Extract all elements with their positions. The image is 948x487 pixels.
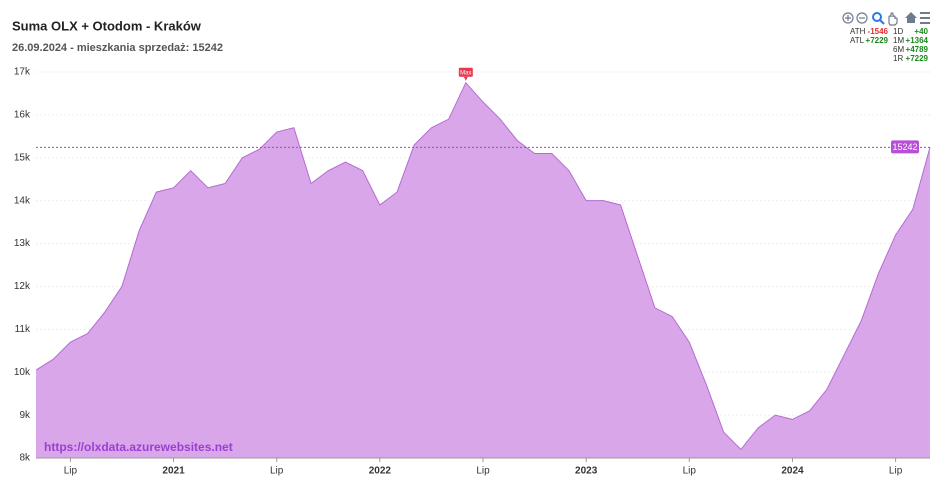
stat-name: 1M — [893, 36, 904, 45]
y-tick-label: 12k — [14, 281, 31, 292]
y-tick-label: 17k — [14, 67, 31, 78]
y-tick-label: 10k — [14, 367, 31, 378]
max-label: Max — [460, 70, 471, 76]
y-tick-label: 9k — [19, 410, 31, 421]
zoom-button[interactable] — [872, 12, 885, 25]
stat-value: +7229 — [906, 54, 929, 63]
current-value-label: 15242 — [892, 142, 917, 152]
zoom-in-button[interactable] — [842, 12, 854, 24]
x-tick-label: Lip — [270, 466, 284, 477]
x-tick-label: 2023 — [575, 466, 598, 477]
menu-button[interactable] — [920, 12, 930, 24]
y-tick-label: 11k — [15, 324, 31, 335]
y-tick-label: 15k — [14, 152, 31, 163]
y-tick-label: 16k — [14, 110, 31, 121]
current-value-badge — [891, 140, 919, 154]
pan-button[interactable] — [888, 12, 898, 26]
stat-value: +4789 — [906, 45, 929, 54]
x-tick-label: 2021 — [162, 466, 185, 477]
x-tick-label: Lip — [64, 466, 78, 477]
chart-title: Suma OLX + Otodom - Kraków — [12, 18, 202, 33]
max-pointer — [463, 76, 468, 81]
x-tick-label: Lip — [889, 466, 903, 477]
y-tick-label: 13k — [14, 238, 31, 249]
stat-value: +7229 — [866, 36, 889, 45]
stat-name: 6M — [893, 45, 904, 54]
max-badge — [458, 67, 473, 77]
stat-name: ATH — [850, 27, 866, 36]
y-tick-label: 14k — [14, 195, 31, 206]
area — [36, 82, 930, 458]
stat-name: 1R — [893, 54, 903, 63]
stat-value: +40 — [914, 27, 928, 36]
x-tick-label: 2024 — [781, 466, 804, 477]
stat-value: +1364 — [906, 36, 929, 45]
stat-value: -1546 — [868, 27, 889, 36]
watermark: https://olxdata.azurewebsites.net — [44, 440, 233, 454]
line — [35, 81, 931, 451]
x-tick-label: 2022 — [369, 466, 392, 477]
chart-subtitle: 26.09.2024 - mieszkania sprzedaż: 15242 — [12, 42, 223, 54]
stat-name: 1D — [893, 27, 903, 36]
stat-name: ATL — [850, 36, 865, 45]
x-tick-label: Lip — [476, 466, 490, 477]
home-button[interactable] — [905, 12, 917, 23]
y-tick-label: 8k — [19, 453, 31, 464]
x-tick-label: Lip — [683, 466, 697, 477]
zoom-out-button[interactable] — [856, 12, 868, 24]
toolbar — [842, 12, 930, 26]
